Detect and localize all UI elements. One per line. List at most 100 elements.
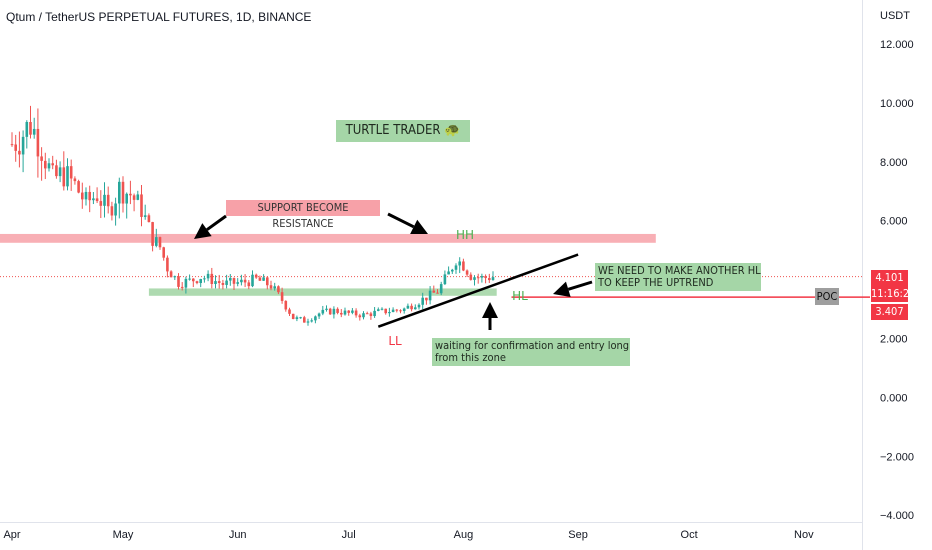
candle-body xyxy=(340,312,343,315)
candle-body xyxy=(421,297,424,305)
candle-body xyxy=(143,215,147,217)
candle-body xyxy=(284,300,288,310)
candle-body xyxy=(106,194,110,207)
candle-body xyxy=(328,308,332,315)
candle-body xyxy=(51,163,54,166)
candle-body xyxy=(243,279,247,283)
time-tick-label: Jul xyxy=(342,529,356,541)
candle-body xyxy=(103,194,106,206)
entry-note-line2: from this zone xyxy=(435,351,506,364)
candle-body xyxy=(273,286,276,289)
candle-body xyxy=(380,308,384,310)
candle-body xyxy=(399,310,402,312)
candle-body xyxy=(458,261,461,266)
poc-price-badge: 3.407 xyxy=(871,304,908,320)
candle-body xyxy=(225,280,228,285)
candle-body xyxy=(266,277,269,286)
resistance-label-text: SUPPORT BECOME RESISTANCE xyxy=(257,201,349,230)
candle-body xyxy=(277,286,280,293)
arrow-to-hl-shaft xyxy=(567,280,593,291)
candle-body xyxy=(436,292,439,294)
time-tick-label: Oct xyxy=(681,529,698,541)
candle-body xyxy=(125,193,128,204)
candle-body xyxy=(44,160,47,169)
entry-note-line1: waiting for confirmation and entry long xyxy=(435,339,630,352)
candle-body xyxy=(280,292,284,301)
candle-body xyxy=(69,166,73,179)
resistance-label: SUPPORT BECOME RESISTANCE xyxy=(226,200,380,230)
candle-body xyxy=(476,277,480,279)
arrow-to-resistance-right-head xyxy=(410,219,428,234)
candle-body xyxy=(110,206,114,216)
time-tick-label: Apr xyxy=(3,529,20,541)
price-tick-label: −2.000 xyxy=(880,451,914,463)
turtle-trader-text: TURTLE TRADER 🐢 xyxy=(345,123,461,138)
candle-body xyxy=(414,307,417,310)
candle-body xyxy=(480,276,484,278)
candle-body xyxy=(269,285,273,289)
candle-body xyxy=(295,317,299,320)
candle-body xyxy=(236,282,239,284)
candle-body xyxy=(306,321,310,323)
candle-body xyxy=(358,315,362,318)
candle-body xyxy=(129,193,132,196)
price-tick-label: 10.000 xyxy=(880,98,914,110)
resistance-zone xyxy=(0,233,656,243)
candle-body xyxy=(92,198,95,201)
candle-body xyxy=(384,308,387,314)
candle-body xyxy=(188,278,191,280)
chart-title: Qtum / TetherUS PERPETUAL FUTURES, 1D, B… xyxy=(6,10,312,24)
last-price-badge: 4.101 11:16:29 xyxy=(871,270,915,302)
candle-body xyxy=(303,317,306,323)
candle-body xyxy=(369,313,373,317)
candle-body xyxy=(439,284,443,294)
candle-body xyxy=(454,265,458,270)
candle-body xyxy=(365,313,369,315)
candle-body xyxy=(203,278,206,280)
candle-body xyxy=(262,277,265,281)
candle-body xyxy=(180,286,184,288)
candle-body xyxy=(10,144,14,146)
candle-body xyxy=(491,277,495,281)
candle-body xyxy=(32,128,36,135)
candle-body xyxy=(210,273,214,284)
arrow-to-resistance-left-head xyxy=(194,223,212,239)
candle-body xyxy=(136,194,140,200)
candle-body xyxy=(314,316,317,321)
time-tick-label: Sep xyxy=(568,529,588,541)
candle-body xyxy=(388,312,391,314)
time-tick-label: Aug xyxy=(454,529,474,541)
uptrend-note: WE NEED TO MAKE ANOTHER HL TO KEEP THE U… xyxy=(595,263,761,291)
candle-body xyxy=(40,156,43,161)
candle-body xyxy=(166,257,169,272)
uptrend-note-line2: TO KEEP THE UPTREND xyxy=(598,276,714,289)
hl-label: HL xyxy=(512,289,528,303)
candle-body xyxy=(310,320,313,322)
candle-body xyxy=(84,191,88,200)
candle-body xyxy=(155,237,158,246)
candle-body xyxy=(325,308,328,310)
candle-body xyxy=(347,310,350,313)
candle-body xyxy=(447,271,450,275)
candle-body xyxy=(29,121,32,135)
trendline xyxy=(377,253,579,328)
candle-body xyxy=(95,198,99,202)
candle-body xyxy=(351,310,354,313)
candle-body xyxy=(177,276,180,287)
candle-body xyxy=(77,181,80,193)
turtle-trader-label: TURTLE TRADER 🐢 xyxy=(336,120,470,142)
entry-note: waiting for confirmation and entry long … xyxy=(432,338,630,366)
time-tick-label: Jun xyxy=(229,529,247,541)
ll-label: LL xyxy=(388,334,402,348)
price-tick-label: 0.000 xyxy=(880,392,908,404)
candle-body xyxy=(55,165,58,177)
candle-body xyxy=(395,309,399,311)
last-price-value: 4.101 xyxy=(875,271,904,284)
candle-body xyxy=(158,237,162,248)
candle-body xyxy=(258,277,262,281)
candle-body xyxy=(192,278,195,282)
candle-body xyxy=(232,278,236,284)
price-tick-label: 8.000 xyxy=(880,157,908,169)
candle-body xyxy=(214,281,217,284)
